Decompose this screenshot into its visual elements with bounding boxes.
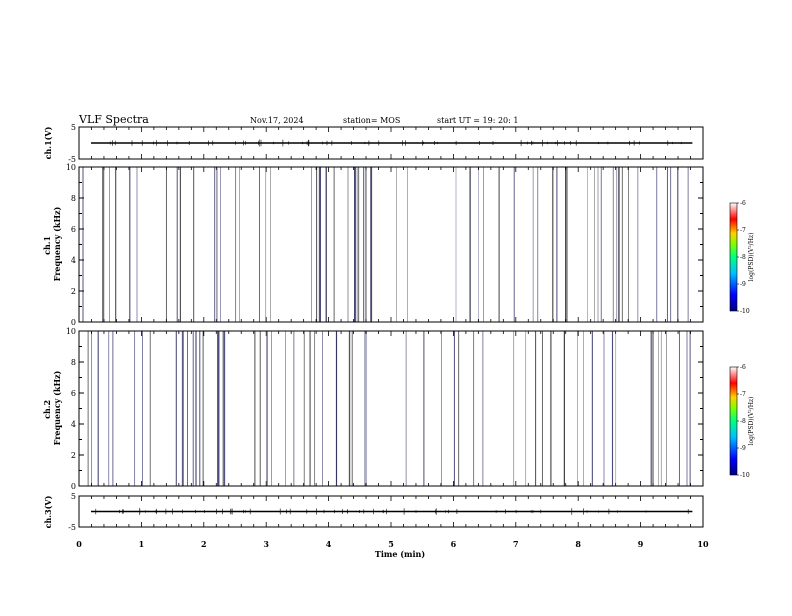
station-label: station= MOS xyxy=(343,116,400,125)
ch1-waveform-panel: 5-5 xyxy=(68,123,703,164)
date-label: Nov.17, 2024 xyxy=(250,116,304,125)
start-ut-label: start UT = 19: 20: 1 xyxy=(437,116,518,125)
figure-title: VLF Spectra xyxy=(78,113,149,126)
y-tick-label: 5 xyxy=(71,123,76,132)
